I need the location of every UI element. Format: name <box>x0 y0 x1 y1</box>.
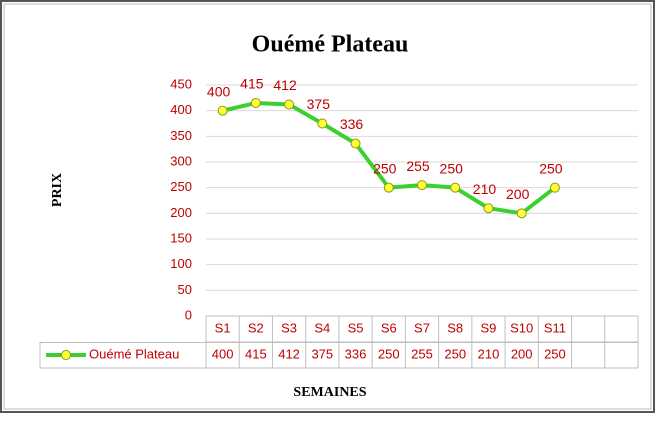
y-tick-label: 50 <box>178 282 192 297</box>
inner-frame <box>3 3 652 410</box>
table-value: 250 <box>444 346 466 361</box>
legend-marker <box>61 350 71 360</box>
table-value: 250 <box>378 346 400 361</box>
table-value: 210 <box>478 346 500 361</box>
y-tick-label: 450 <box>170 76 192 91</box>
marker <box>250 97 261 108</box>
marker <box>417 180 427 191</box>
y-tick-label: 0 <box>185 307 192 322</box>
y-tick-label: 100 <box>170 256 192 271</box>
table-value: 336 <box>345 346 367 361</box>
x-tick-label: S3 <box>281 320 297 335</box>
marker <box>217 105 228 116</box>
marker <box>284 99 295 110</box>
marker <box>483 203 494 214</box>
x-tick-label: S6 <box>381 320 397 335</box>
y-tick-label: 250 <box>170 179 192 194</box>
y-tick-label: 400 <box>170 102 192 117</box>
table-value: 375 <box>311 346 333 361</box>
data-label: 250 <box>440 160 464 176</box>
data-label: 336 <box>340 116 364 132</box>
y-tick-label: 150 <box>170 230 192 245</box>
y-tick-label: 300 <box>170 153 192 168</box>
table-value: 200 <box>511 346 533 361</box>
marker <box>317 118 328 129</box>
x-tick-label: S5 <box>348 320 364 335</box>
data-label: 412 <box>273 77 297 93</box>
legend-label: Ouémé Plateau <box>89 346 179 361</box>
x-tick-label: S1 <box>215 320 231 335</box>
table-value: 415 <box>245 346 267 361</box>
table-value: 255 <box>411 346 433 361</box>
data-label: 250 <box>373 160 397 176</box>
marker <box>549 182 560 193</box>
marker <box>450 182 461 193</box>
x-tick-label: S8 <box>447 320 463 335</box>
x-tick-label: S4 <box>314 320 330 335</box>
x-tick-label: S10 <box>510 320 533 335</box>
data-label: 375 <box>307 96 331 112</box>
x-tick-label: S11 <box>544 320 566 335</box>
x-tick-label: S7 <box>414 320 430 335</box>
x-tick-label: S9 <box>481 320 497 335</box>
data-label: 400 <box>207 83 231 99</box>
chart-title: Ouémé Plateau <box>252 32 409 58</box>
x-axis-label: SEMAINES <box>293 385 366 400</box>
data-label: 210 <box>473 181 497 197</box>
marker <box>516 208 527 219</box>
data-label: 415 <box>240 76 264 92</box>
data-label: 250 <box>539 160 563 176</box>
marker <box>383 182 394 193</box>
marker <box>350 138 361 149</box>
data-label: 200 <box>506 186 530 202</box>
y-tick-label: 350 <box>170 128 192 143</box>
frame <box>0 0 655 413</box>
x-tick-label: S2 <box>248 320 264 335</box>
data-label: 255 <box>406 158 430 174</box>
table-value: 412 <box>278 346 300 361</box>
y-axis-label: PRIX <box>50 173 65 207</box>
y-tick-label: 200 <box>170 205 192 220</box>
table-value: 400 <box>212 346 234 361</box>
table-value: 250 <box>544 346 566 361</box>
